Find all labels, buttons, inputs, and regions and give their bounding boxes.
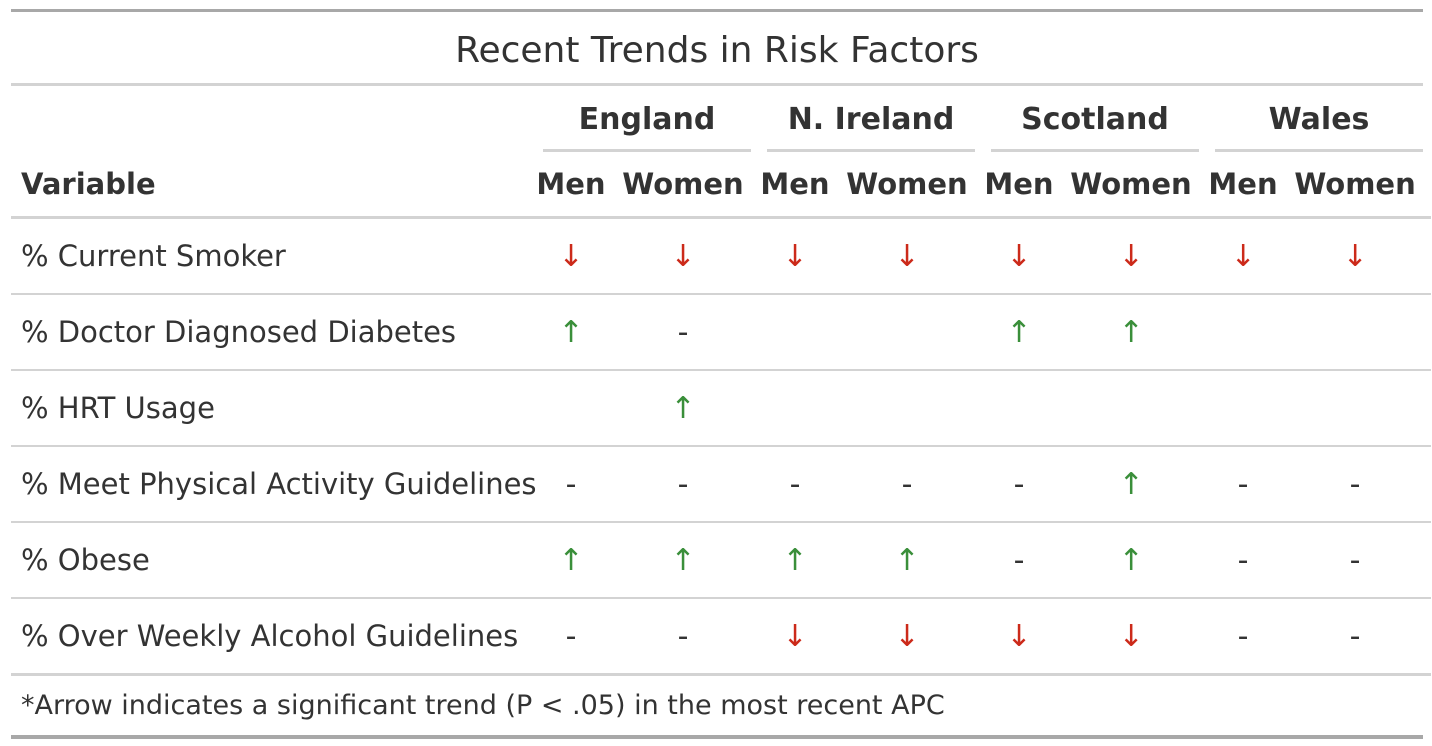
variable-cell: % Doctor Diagnosed Diabetes bbox=[11, 294, 535, 371]
trend-cell bbox=[1055, 370, 1208, 447]
trend-cell bbox=[1207, 294, 1280, 371]
spanner-n-ireland: N. Ireland bbox=[759, 86, 983, 152]
trend-cell: ↓ bbox=[759, 598, 831, 676]
trend-cell: ↓ bbox=[831, 217, 983, 295]
trend-cell: ↓ bbox=[607, 217, 759, 295]
trend-cell bbox=[759, 370, 831, 447]
column-header-england-women: Women bbox=[607, 152, 759, 219]
trend-cell: ↓ bbox=[983, 598, 1055, 676]
column-header-wales-women: Women bbox=[1279, 152, 1432, 219]
trend-cell: - bbox=[535, 598, 607, 676]
trend-cell: ↓ bbox=[1207, 217, 1280, 295]
column-header-variable: Variable bbox=[11, 152, 535, 219]
trend-cell bbox=[759, 294, 831, 371]
spanner-label: Scotland bbox=[991, 102, 1200, 152]
column-header-scotland-men: Men bbox=[983, 152, 1055, 219]
trend-cell bbox=[1279, 294, 1432, 371]
trend-cell bbox=[1207, 370, 1280, 447]
trend-cell: ↑ bbox=[1055, 446, 1208, 523]
trend-cell bbox=[983, 370, 1055, 447]
spanner-england: England bbox=[535, 86, 759, 152]
variable-cell: % Current Smoker bbox=[11, 217, 535, 295]
trend-cell: ↓ bbox=[1279, 217, 1432, 295]
trend-cell: ↑ bbox=[1055, 522, 1208, 599]
spanner-label: England bbox=[543, 102, 751, 152]
table-row: % Obese ↑ ↑ ↑ ↑ - ↑ - - bbox=[11, 522, 1432, 599]
trend-cell: - bbox=[1207, 522, 1280, 599]
trend-cell: ↓ bbox=[1055, 217, 1208, 295]
trend-cell: - bbox=[983, 446, 1055, 523]
column-header-n-ireland-women: Women bbox=[831, 152, 983, 219]
table-row: % Meet Physical Activity Guidelines - - … bbox=[11, 446, 1432, 523]
variable-cell: % Obese bbox=[11, 522, 535, 599]
risk-factors-table: England N. Ireland Scotland Wales Variab… bbox=[11, 86, 1432, 676]
column-header-england-men: Men bbox=[535, 152, 607, 219]
trend-cell: - bbox=[759, 446, 831, 523]
footnote: *Arrow indicates a significant trend (P … bbox=[11, 676, 1423, 739]
variable-cell: % HRT Usage bbox=[11, 370, 535, 447]
trends-table-container: Recent Trends in Risk Factors England N.… bbox=[11, 9, 1432, 739]
trend-cell: ↓ bbox=[983, 217, 1055, 295]
column-header-wales-men: Men bbox=[1207, 152, 1280, 219]
trend-cell: - bbox=[607, 446, 759, 523]
trend-cell: - bbox=[1279, 446, 1432, 523]
trend-cell: ↑ bbox=[759, 522, 831, 599]
trend-cell: ↑ bbox=[607, 370, 759, 447]
top-rule bbox=[11, 9, 1423, 12]
column-header-scotland-women: Women bbox=[1055, 152, 1208, 219]
spanner-wales: Wales bbox=[1207, 86, 1431, 152]
table-title: Recent Trends in Risk Factors bbox=[11, 12, 1423, 86]
variable-cell: % Meet Physical Activity Guidelines bbox=[11, 446, 537, 523]
trend-cell: - bbox=[983, 522, 1055, 599]
trend-cell: - bbox=[1207, 446, 1280, 523]
trend-cell: - bbox=[831, 446, 983, 523]
trend-cell: ↑ bbox=[535, 522, 607, 599]
trend-cell: ↑ bbox=[983, 294, 1055, 371]
trend-cell: ↓ bbox=[535, 217, 607, 295]
trend-cell bbox=[831, 294, 983, 371]
table-body: % Current Smoker ↓ ↓ ↓ ↓ ↓ ↓ ↓ ↓ % Docto… bbox=[11, 217, 1432, 676]
trend-cell: ↓ bbox=[1055, 598, 1208, 676]
spanner-label: Wales bbox=[1215, 102, 1424, 152]
trend-cell bbox=[1279, 370, 1432, 447]
trend-cell: - bbox=[535, 446, 607, 523]
trend-cell: ↑ bbox=[831, 522, 983, 599]
table-row: % Doctor Diagnosed Diabetes ↑ - ↑ ↑ bbox=[11, 294, 1432, 371]
variable-cell: % Over Weekly Alcohol Guidelines bbox=[11, 598, 535, 676]
trend-cell: ↓ bbox=[759, 217, 831, 295]
trend-cell: ↑ bbox=[1055, 294, 1208, 371]
trend-cell: - bbox=[1279, 598, 1432, 676]
spanner-scotland: Scotland bbox=[983, 86, 1207, 152]
table-row: % Current Smoker ↓ ↓ ↓ ↓ ↓ ↓ ↓ ↓ bbox=[11, 217, 1432, 295]
trend-cell: - bbox=[1207, 598, 1280, 676]
trend-cell: - bbox=[607, 598, 759, 676]
trend-cell: ↑ bbox=[607, 522, 759, 599]
table-row: % HRT Usage ↑ bbox=[11, 370, 1432, 447]
spanner-empty bbox=[11, 86, 535, 152]
trend-cell bbox=[831, 370, 983, 447]
trend-cell: ↓ bbox=[831, 598, 983, 676]
trend-cell: ↑ bbox=[535, 294, 607, 371]
spanner-label: N. Ireland bbox=[767, 102, 975, 152]
trend-cell bbox=[535, 370, 607, 447]
trend-cell: - bbox=[1279, 522, 1432, 599]
column-header-n-ireland-men: Men bbox=[759, 152, 831, 219]
trend-cell: - bbox=[607, 294, 759, 371]
table-row: % Over Weekly Alcohol Guidelines - - ↓ ↓… bbox=[11, 598, 1432, 676]
